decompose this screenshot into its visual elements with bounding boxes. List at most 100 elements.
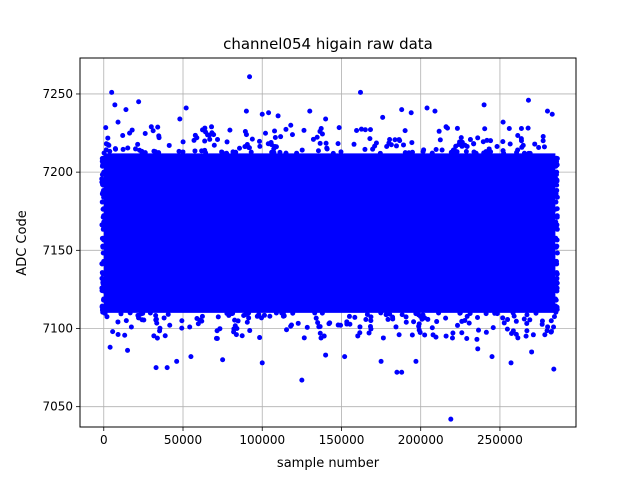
fringe-point — [553, 223, 559, 229]
fringe-point — [165, 311, 171, 317]
fringe-point — [154, 320, 160, 326]
fringe-point — [262, 130, 268, 136]
fringe-point — [500, 148, 506, 154]
fringe-point — [115, 331, 121, 337]
fringe-point — [248, 149, 254, 155]
fringe-point — [244, 319, 250, 325]
fringe-point — [553, 177, 559, 183]
fringe-point — [139, 148, 145, 154]
data-point — [209, 124, 215, 130]
fringe-point — [100, 177, 106, 183]
fringe-point — [450, 330, 456, 336]
data-point — [342, 354, 348, 360]
fringe-point — [554, 155, 560, 161]
fringe-point — [330, 150, 336, 156]
data-point — [109, 89, 115, 95]
fringe-point — [283, 126, 289, 132]
fringe-point — [553, 219, 559, 225]
fringe-point — [419, 316, 425, 322]
fringe-point — [118, 311, 124, 317]
fringe-point — [150, 128, 156, 134]
fringe-point — [387, 137, 393, 143]
fringe-point — [368, 326, 374, 332]
plot-frame — [79, 57, 577, 428]
fringe-point — [99, 261, 105, 267]
fringe-point — [195, 321, 201, 327]
fringe-point — [319, 310, 325, 316]
data-point — [413, 358, 419, 364]
fringe-point — [335, 141, 341, 147]
fringe-point — [396, 137, 402, 143]
fringe-point — [443, 315, 449, 321]
fringe-point — [420, 312, 426, 318]
fringe-point — [351, 141, 357, 147]
fringe-point — [295, 320, 301, 326]
fringe-point — [425, 316, 431, 322]
fringe-point — [553, 244, 559, 250]
x-axis-ticks: 0 50000 100000 150000 200000 250000 — [100, 427, 523, 447]
fringe-point — [192, 148, 198, 154]
fringe-point — [187, 324, 193, 330]
fringe-point — [313, 315, 319, 321]
fringe-point — [215, 136, 221, 142]
fringe-point — [384, 144, 390, 150]
fringe-point — [507, 141, 513, 147]
fringe-point — [125, 145, 131, 151]
fringe-point — [466, 320, 472, 326]
fringe-point — [500, 139, 506, 145]
fringe-point — [278, 134, 284, 140]
fringe-point — [368, 318, 374, 324]
fringe-point — [513, 318, 519, 324]
fringe-point — [127, 310, 133, 316]
fringe-point — [284, 327, 290, 333]
data-point — [408, 110, 414, 116]
fringe-point — [100, 244, 106, 250]
fringe-point — [133, 146, 139, 152]
fringe-point — [301, 127, 307, 133]
fringe-point — [553, 206, 559, 212]
fringe-point — [315, 148, 321, 154]
data-point — [549, 111, 555, 117]
fringe-point — [454, 125, 460, 131]
data-point — [307, 108, 313, 114]
data-point — [508, 360, 514, 366]
fringe-point — [492, 310, 498, 316]
fringe-point — [403, 319, 409, 325]
data-point — [357, 89, 363, 95]
fringe-point — [105, 135, 111, 141]
fringe-point — [176, 148, 182, 154]
fringe-point — [411, 319, 417, 325]
data-point — [148, 124, 154, 130]
fringe-point — [162, 333, 168, 339]
fringe-point — [533, 310, 539, 316]
fringe-point — [239, 333, 245, 339]
fringe-point — [378, 310, 384, 316]
fringe-point — [554, 280, 560, 286]
fringe-point — [553, 172, 559, 178]
fringe-point — [553, 235, 559, 241]
fringe-point — [205, 132, 211, 138]
fringe-point — [242, 144, 248, 150]
fringe-point — [437, 137, 443, 143]
fringe-point — [524, 321, 530, 327]
fringe-point — [323, 140, 329, 146]
fringe-point — [272, 128, 278, 134]
fringe-point — [521, 150, 527, 156]
fringe-point — [400, 142, 406, 148]
fringe-point — [123, 318, 129, 324]
data-point — [432, 108, 438, 114]
fringe-point — [352, 314, 358, 320]
fringe-point — [154, 335, 160, 341]
fringe-point — [366, 330, 372, 336]
fringe-point — [199, 313, 205, 319]
fringe-point — [443, 333, 449, 339]
fringe-point — [161, 315, 167, 321]
data-point — [399, 369, 405, 375]
fringe-point — [458, 135, 464, 141]
fringe-point — [230, 310, 236, 316]
fringe-point — [505, 317, 511, 323]
fringe-point — [142, 130, 148, 136]
fringe-point — [237, 145, 243, 151]
fringe-point — [101, 213, 107, 219]
data-point — [380, 114, 386, 120]
